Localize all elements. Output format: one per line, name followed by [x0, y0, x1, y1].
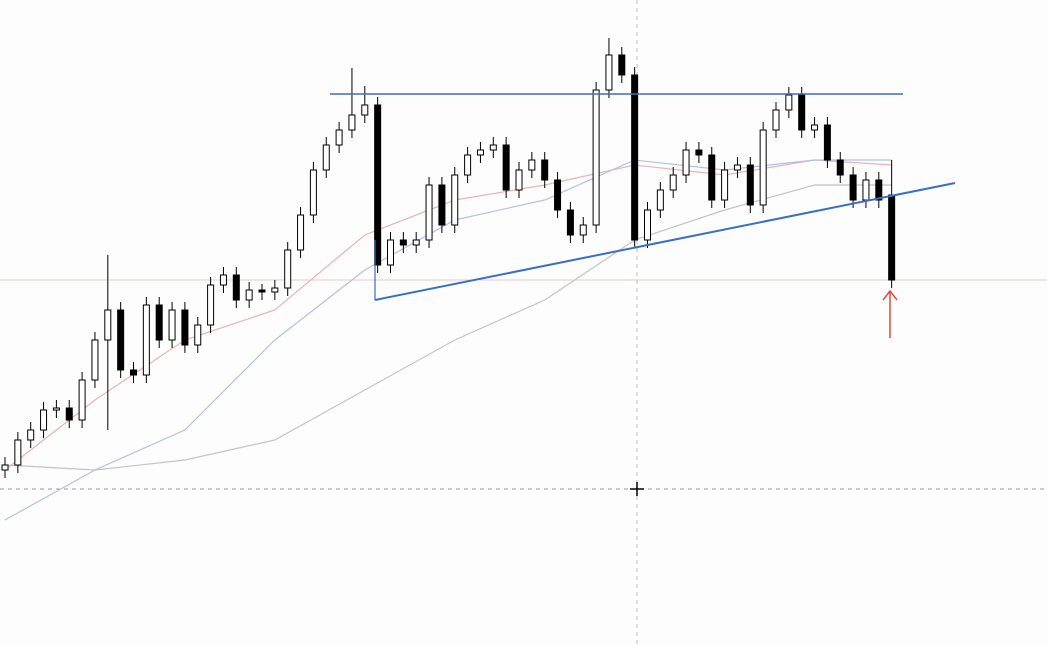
candle-body: [528, 159, 536, 171]
candle-body: [849, 174, 857, 201]
arrow-head: [882, 289, 898, 301]
candle-body: [322, 144, 330, 171]
candle-body: [656, 189, 664, 211]
candle-body: [374, 104, 382, 266]
candle-body: [464, 154, 472, 176]
candle-body: [284, 249, 292, 289]
candle-body: [155, 304, 163, 341]
candle-body: [669, 174, 677, 191]
candle-body: [232, 274, 240, 301]
candle-body: [798, 94, 806, 131]
candle-body: [708, 154, 716, 201]
candle-body: [412, 239, 420, 246]
candle-body: [836, 159, 844, 176]
candle-body: [52, 407, 60, 411]
candle-body: [104, 309, 112, 341]
candle-body: [554, 179, 562, 211]
candle-body: [425, 184, 433, 241]
candle-body: [592, 89, 600, 226]
candle-body: [271, 287, 279, 293]
candle-body: [476, 149, 484, 156]
support-trendline: [374, 182, 956, 301]
candle-body: [27, 429, 35, 441]
candle-body: [130, 369, 137, 376]
candle-body: [65, 407, 73, 421]
candle-body: [245, 289, 253, 301]
candle-body: [438, 184, 446, 226]
candle-body: [1, 464, 9, 471]
candle-body: [335, 129, 343, 146]
candle-body: [14, 439, 22, 466]
drawings: [330, 93, 956, 496]
candle-body: [579, 224, 587, 236]
moving-average: [4, 184, 892, 471]
candle-body: [489, 144, 497, 151]
candle-body: [78, 379, 86, 421]
candle-body: [888, 194, 896, 281]
candle-body: [91, 339, 99, 381]
candle-body: [618, 54, 626, 76]
candle-body: [823, 124, 831, 161]
candle-body: [862, 179, 870, 201]
candle-body: [759, 129, 767, 206]
candle-body: [297, 214, 305, 251]
candle-body: [566, 209, 574, 236]
candle-body: [309, 169, 317, 216]
candle-body: [348, 114, 356, 131]
candle-body: [168, 309, 176, 341]
candle-body: [142, 304, 150, 376]
candle-body: [785, 94, 793, 111]
moving-average: [4, 159, 892, 471]
candle-body: [194, 324, 202, 346]
candle-body: [695, 149, 703, 156]
candle-body: [515, 169, 523, 191]
candle-body: [811, 124, 819, 131]
candle-body: [502, 144, 510, 191]
candle-body: [258, 289, 266, 293]
candle-body: [682, 149, 690, 176]
candle-body: [644, 209, 651, 241]
candle-body: [219, 274, 227, 286]
plot: [1, 38, 896, 521]
candle-body: [631, 74, 639, 241]
candle-body: [387, 239, 394, 266]
candle-body: [605, 54, 613, 91]
candle-body: [361, 104, 369, 116]
candle-body: [181, 309, 189, 346]
candle-body: [117, 309, 125, 371]
candle-body: [746, 164, 754, 206]
candle-body: [40, 409, 48, 431]
candle-body: [721, 169, 729, 201]
candle-body: [875, 179, 883, 201]
candle-body: [399, 239, 407, 246]
candle-body: [451, 174, 459, 226]
candle-body: [733, 164, 741, 171]
moving-average: [4, 159, 892, 521]
candle-body: [541, 159, 549, 181]
candle-body: [772, 109, 780, 131]
candle-body: [207, 284, 215, 326]
